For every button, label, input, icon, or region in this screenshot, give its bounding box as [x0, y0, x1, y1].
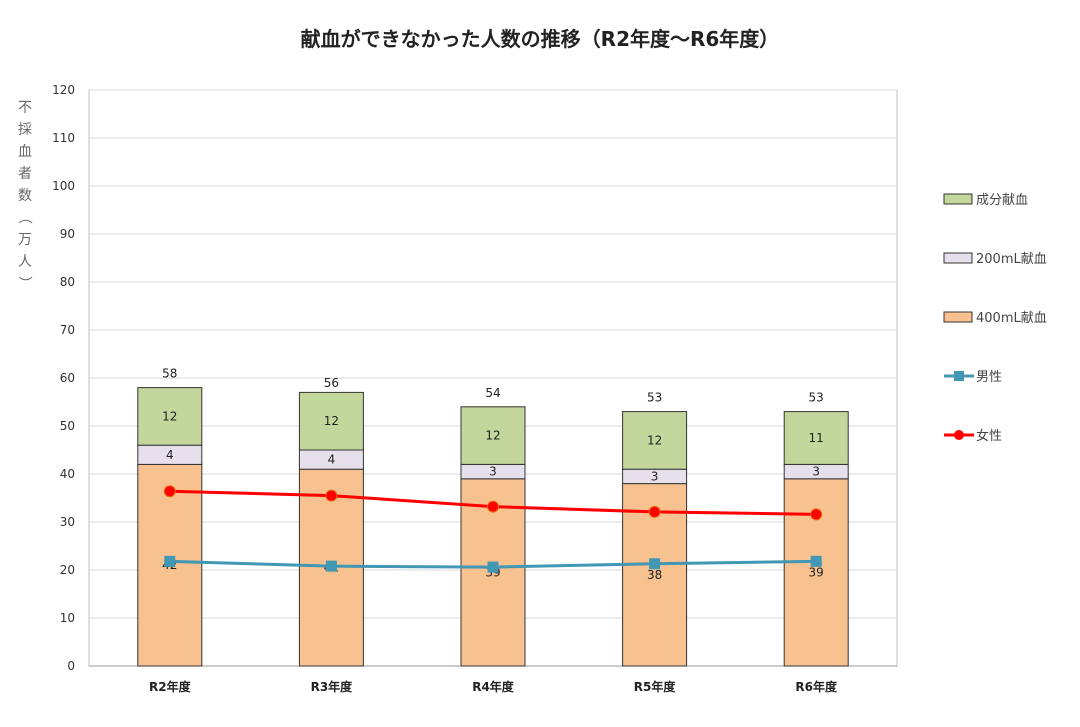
data-point — [163, 485, 176, 498]
legend-swatch — [943, 311, 973, 323]
data-point — [164, 555, 176, 567]
bar-data-label: 39 — [809, 565, 824, 579]
legend-swatch — [943, 193, 973, 205]
bar-data-label: 12 — [324, 414, 339, 428]
bar-data-label: 11 — [809, 431, 824, 445]
y-axis-label-char: （ — [16, 210, 32, 224]
data-point — [487, 500, 499, 513]
y-tick-label: 30 — [60, 515, 75, 529]
y-tick-label: 0 — [67, 659, 75, 673]
y-tick-label: 80 — [60, 275, 75, 289]
data-point — [810, 508, 823, 521]
bar-data-label: 4 — [328, 453, 336, 467]
y-axis-label-char: 者 — [18, 166, 32, 182]
y-tick-label: 100 — [52, 179, 75, 193]
bar-data-label: 38 — [647, 568, 662, 582]
y-axis-label-char: 人 — [18, 254, 32, 270]
bar-data-label: 12 — [485, 429, 500, 443]
bar-segment — [460, 406, 526, 465]
y-tick-label: 110 — [52, 131, 75, 145]
legend-label: 200mL献血 — [976, 252, 1047, 267]
data-point — [648, 505, 661, 518]
legend-marker — [954, 430, 964, 440]
y-axis-label-char: 採 — [18, 122, 32, 138]
bar-total-label: 56 — [324, 376, 339, 390]
y-axis-label-char: 血 — [18, 144, 32, 160]
x-tick-label: R5年度 — [634, 679, 677, 694]
data-point — [649, 558, 661, 570]
legend-marker — [954, 371, 964, 381]
y-tick-label: 20 — [60, 563, 75, 577]
x-tick-label: R6年度 — [795, 679, 838, 694]
chart-title: 献血ができなかった人数の推移（R2年度～R6年度） — [301, 27, 780, 51]
legend-swatch — [943, 252, 973, 264]
y-tick-label: 90 — [60, 227, 75, 241]
bar-data-label: 12 — [647, 433, 662, 447]
bar-total-label: 53 — [647, 391, 662, 405]
y-tick-label: 10 — [60, 611, 75, 625]
bar-segment — [137, 387, 203, 446]
data-point — [325, 560, 337, 572]
y-tick-label: 50 — [60, 419, 75, 433]
bar-data-label: 12 — [162, 409, 177, 423]
y-axis-label-char: 数 — [18, 188, 32, 204]
bar-segment — [298, 391, 364, 451]
bar-data-label: 4 — [166, 448, 174, 462]
bar-data-label: 3 — [489, 465, 497, 479]
bar-data-label: 3 — [812, 465, 820, 479]
y-axis-label-char: 不 — [18, 100, 32, 116]
legend-label: 女性 — [976, 428, 1002, 444]
bar-total-label: 58 — [162, 367, 177, 381]
y-tick-label: 70 — [60, 323, 75, 337]
y-tick-label: 60 — [60, 371, 75, 385]
y-axis-label-char: 万 — [18, 232, 32, 248]
data-point — [325, 489, 338, 502]
data-point — [810, 555, 822, 567]
y-axis-label-char: ） — [16, 276, 32, 290]
legend-label: 成分献血 — [976, 193, 1028, 208]
legend-label: 男性 — [976, 370, 1002, 385]
data-point — [487, 561, 499, 573]
legend-label: 400mL献血 — [976, 311, 1047, 326]
bar-data-label: 3 — [651, 469, 659, 483]
bar-total-label: 53 — [809, 391, 824, 405]
plot-area: 01020304050607080901001101204241258R2年度4… — [52, 83, 898, 694]
bar-segment — [622, 411, 688, 470]
x-tick-label: R4年度 — [472, 679, 515, 694]
bar-segment — [783, 411, 849, 465]
x-tick-label: R3年度 — [311, 679, 354, 694]
y-tick-label: 120 — [52, 83, 75, 97]
bar-total-label: 54 — [485, 386, 500, 400]
x-tick-label: R2年度 — [149, 679, 192, 694]
y-tick-label: 40 — [60, 467, 75, 481]
